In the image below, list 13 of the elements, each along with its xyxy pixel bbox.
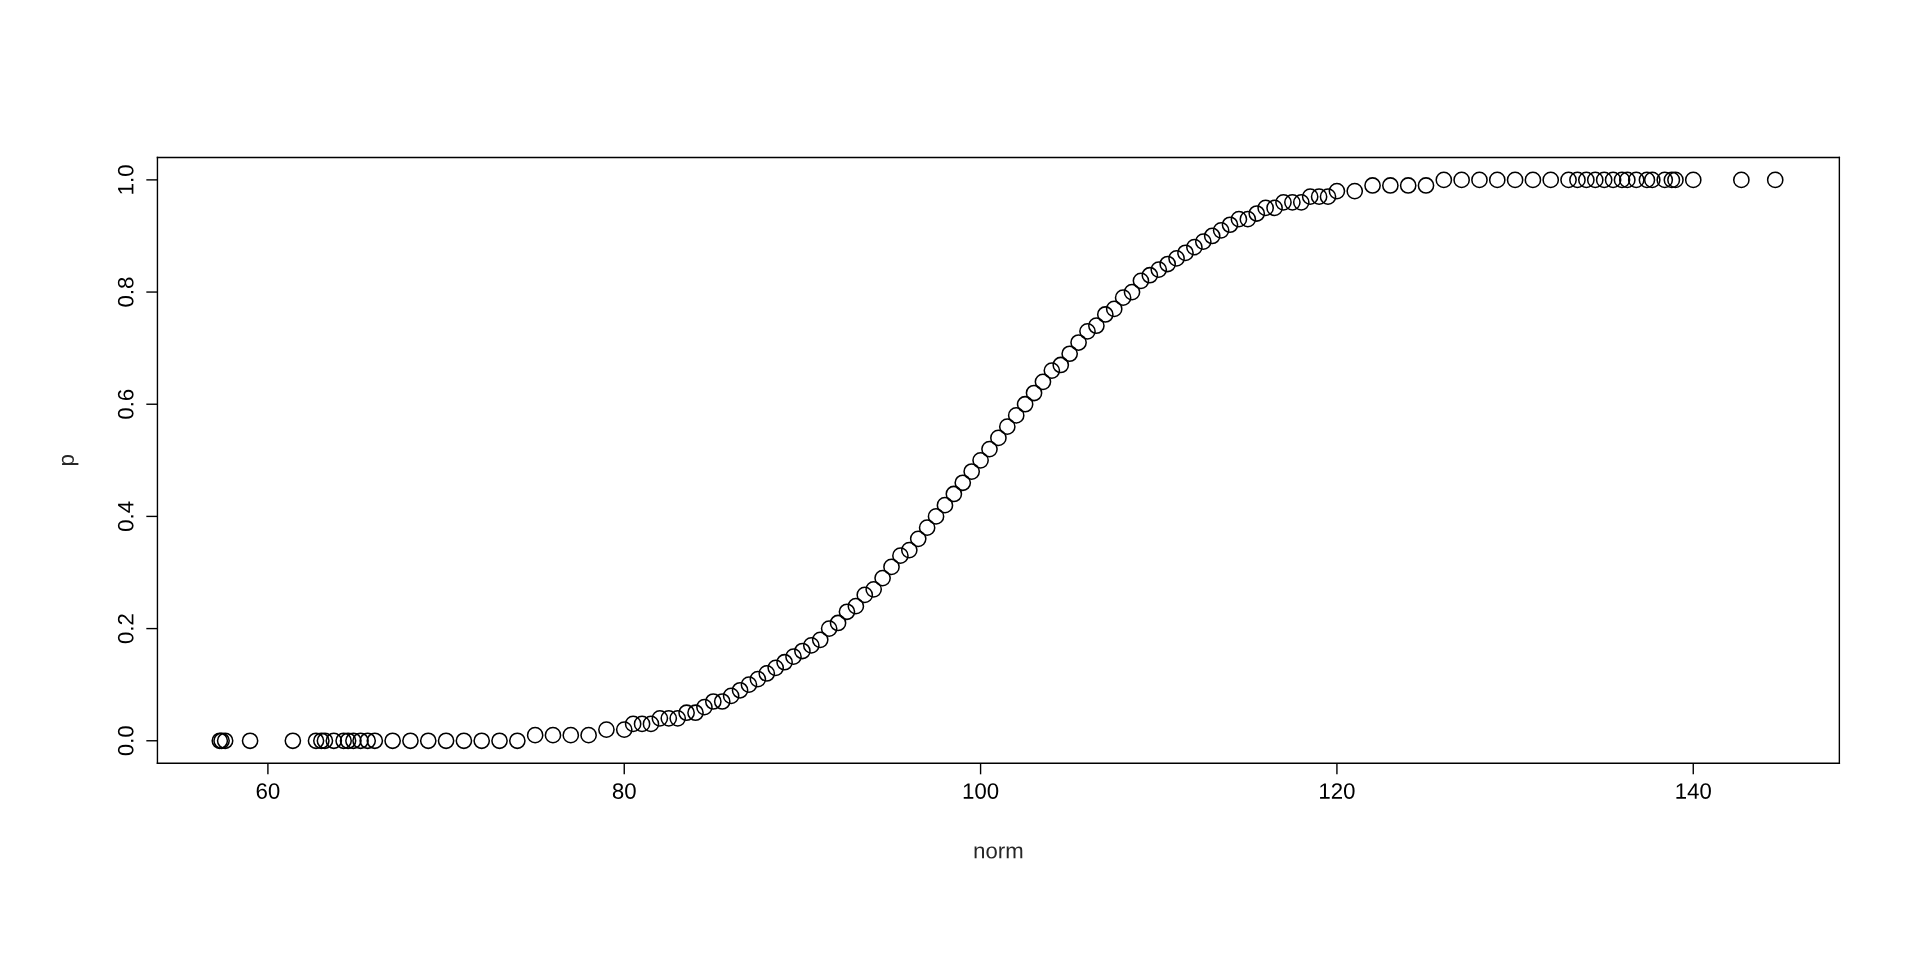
x-tick-label: 120 bbox=[1320, 783, 1355, 799]
x-tick-label: 100 bbox=[963, 783, 999, 799]
y-axis-title: p bbox=[61, 455, 79, 466]
x-tick-label: 140 bbox=[1676, 783, 1711, 799]
y-tick-label: 1.0 bbox=[117, 165, 134, 194]
y-tick-label: 0.8 bbox=[117, 277, 134, 307]
y-tick-label: 0.4 bbox=[117, 501, 134, 531]
y-tick-label: 0.0 bbox=[117, 726, 134, 756]
y-tick-label: 0.6 bbox=[117, 389, 134, 419]
x-axis-title: norm bbox=[974, 846, 1023, 859]
y-tick-label: 0.2 bbox=[117, 614, 134, 644]
x-tick-label: 60 bbox=[256, 783, 280, 799]
x-tick-label: 80 bbox=[612, 783, 636, 799]
